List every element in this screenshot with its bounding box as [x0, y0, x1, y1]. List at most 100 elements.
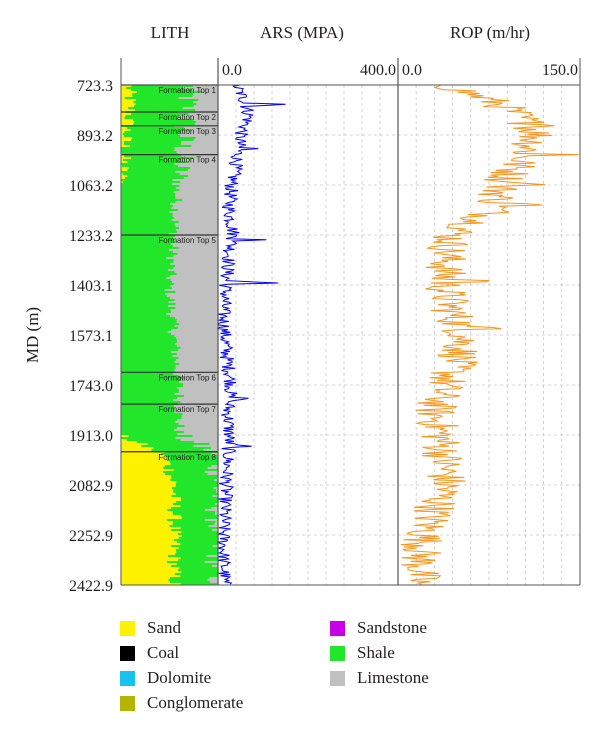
- lith-limestone-band: [173, 245, 218, 248]
- lith-shale-band: [121, 211, 170, 214]
- lith-sand-band: [121, 555, 168, 558]
- lith-limestone-band: [183, 383, 218, 386]
- lith-shale-band: [130, 113, 189, 116]
- formation-top-label: Formation Top 2: [158, 113, 216, 122]
- lith-shale-band: [121, 397, 178, 400]
- lith-shale-band: [121, 429, 175, 432]
- lith-sand-band: [121, 481, 177, 484]
- lith-sand-band: [121, 477, 172, 480]
- lith-sand-band: [121, 139, 132, 142]
- lith-shale-band: [132, 95, 193, 98]
- lith-limestone-band: [182, 107, 218, 110]
- lith-limestone-band: [188, 169, 218, 172]
- lith-limestone-band: [177, 345, 218, 348]
- lith-shale-band: [165, 455, 218, 458]
- lith-limestone-band: [178, 389, 218, 392]
- lith-sand-band: [121, 507, 171, 510]
- lith-sand-band: [121, 141, 125, 144]
- lith-limestone-band: [176, 387, 218, 390]
- lith-shale-band: [121, 369, 175, 372]
- lith-shale-band: [133, 101, 194, 104]
- lith-shale-band: [135, 103, 197, 106]
- lith-limestone-band: [194, 441, 218, 444]
- lith-limestone-band: [173, 261, 218, 264]
- lith-shale-band: [132, 137, 196, 140]
- lith-limestone-band: [192, 89, 218, 92]
- lith-limestone-band: [168, 301, 218, 304]
- lith-shale-band: [121, 433, 178, 436]
- lith-limestone-band: [168, 233, 218, 236]
- lith-limestone-band: [212, 529, 218, 532]
- lith-sand-band: [121, 441, 137, 444]
- lith-shale-band: [171, 495, 213, 498]
- legend: Sand Sandstone Coal Shale Dolomite Limes…: [120, 618, 500, 728]
- lith-limestone-band: [173, 373, 218, 376]
- lith-limestone-band: [191, 129, 218, 132]
- lith-limestone-band: [175, 359, 218, 362]
- lith-limestone-band: [172, 183, 218, 186]
- lith-shale-band: [170, 507, 212, 510]
- lith-limestone-band: [174, 299, 218, 302]
- lith-sand-band: [121, 505, 181, 508]
- lith-limestone-band: [181, 155, 218, 158]
- lith-sand-band: [121, 557, 181, 560]
- lith-shale-band: [121, 245, 174, 248]
- lith-limestone-band: [174, 405, 218, 408]
- lith-limestone-band: [170, 203, 218, 206]
- lith-sand-band: [121, 485, 176, 488]
- lith-limestone-band: [211, 453, 218, 456]
- lith-sand-band: [121, 447, 154, 450]
- lith-limestone-band: [174, 343, 218, 346]
- lith-shale-band: [121, 289, 165, 292]
- lith-shale-band: [160, 453, 212, 456]
- lith-shale-band: [133, 123, 195, 126]
- lith-limestone-band: [173, 267, 218, 270]
- lith-shale-band: [121, 285, 171, 288]
- lith-limestone-band: [173, 191, 218, 194]
- lith-sand-band: [121, 563, 177, 566]
- legend-label: Dolomite: [147, 668, 212, 687]
- lith-shale-band: [136, 441, 195, 444]
- lith-shale-band: [121, 147, 175, 150]
- lith-limestone-band: [198, 99, 218, 102]
- lith-shale-band: [174, 573, 218, 576]
- lith-shale-band: [166, 561, 205, 564]
- lith-limestone-band: [178, 165, 218, 168]
- lith-sand-band: [121, 571, 182, 574]
- lith-sand-band: [121, 491, 174, 494]
- lith-shale-band: [121, 345, 178, 348]
- lith-shale-band: [121, 391, 179, 394]
- lith-limestone-band: [193, 119, 218, 122]
- lith-shale-band: [121, 191, 174, 194]
- lith-sand-band: [121, 579, 169, 582]
- lith-shale-band: [147, 443, 210, 446]
- lith-limestone-band: [214, 523, 218, 526]
- lith-sand-band: [121, 493, 176, 496]
- lith-limestone-band: [179, 189, 218, 192]
- lith-shale-band: [121, 199, 182, 202]
- lith-limestone-band: [182, 413, 218, 416]
- lith-limestone-band: [212, 545, 218, 548]
- lith-shale-band: [176, 563, 218, 566]
- y-axis-label: MD (m): [23, 307, 42, 363]
- lith-limestone-band: [171, 311, 218, 314]
- legend-item-sandstone: Sandstone: [330, 618, 427, 638]
- lith-shale-band: [121, 353, 177, 356]
- lith-shale-band: [121, 281, 173, 284]
- lith-limestone-band: [204, 471, 218, 474]
- lith-limestone-band: [166, 277, 218, 280]
- lith-limestone-band: [176, 321, 218, 324]
- lith-sand-band: [121, 553, 176, 556]
- lith-shale-band: [121, 261, 174, 264]
- lith-shale-band: [121, 405, 175, 408]
- lith-limestone-band: [188, 113, 218, 116]
- lith-shale-band: [180, 575, 218, 578]
- lith-limestone-band: [173, 399, 218, 402]
- lith-limestone-band: [177, 117, 218, 120]
- rop-scale-min: 0.0: [402, 62, 422, 79]
- lith-shale-band: [121, 163, 175, 166]
- lith-limestone-band: [174, 369, 218, 372]
- lith-limestone-band: [169, 249, 218, 252]
- lith-shale-band: [121, 373, 174, 376]
- lith-shale-band: [122, 181, 181, 184]
